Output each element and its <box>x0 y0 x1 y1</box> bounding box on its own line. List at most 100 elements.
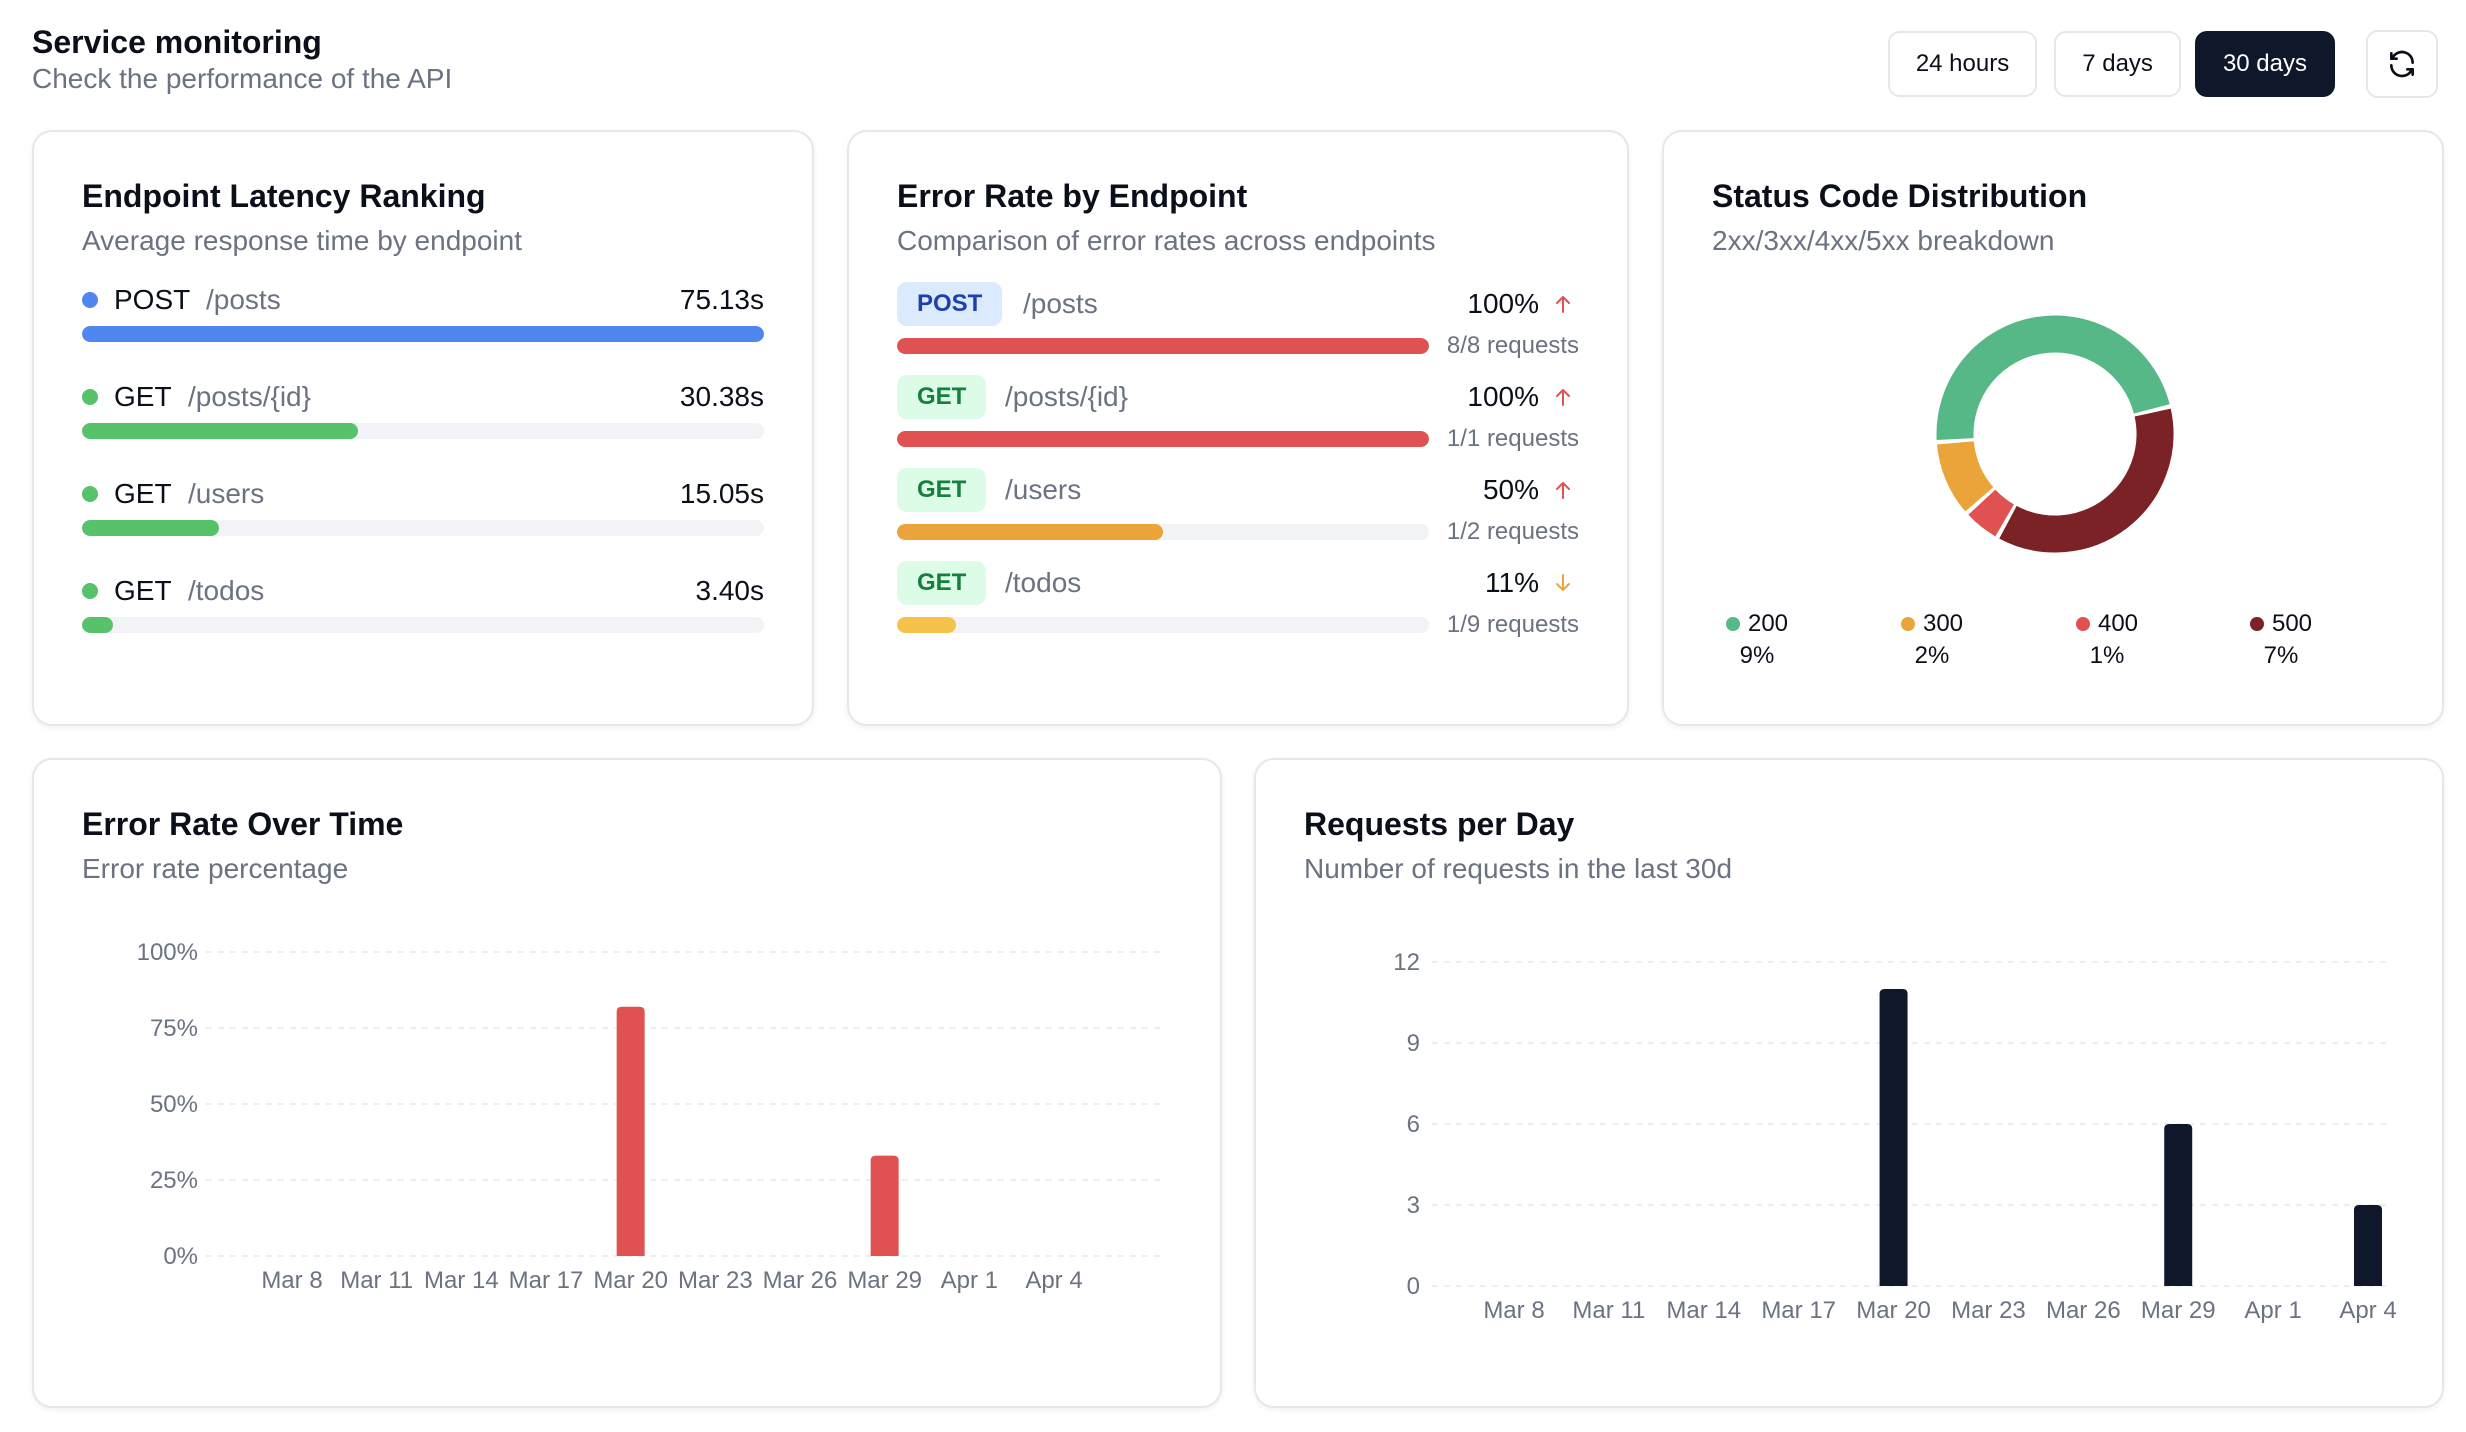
y-tick-label: 9 <box>1407 1030 1420 1057</box>
error-row: GET/todos 11% 1/9 requests <box>897 561 1579 641</box>
latency-ranking-card: Endpoint Latency Ranking Average respons… <box>32 130 814 726</box>
x-tick-label: Apr 4 <box>1025 1267 1082 1294</box>
y-tick-label: 0% <box>163 1243 198 1270</box>
error-bar-track <box>897 431 1429 447</box>
card-subtitle: Error rate percentage <box>82 853 349 884</box>
status-dot-icon <box>82 583 98 599</box>
card-title: Endpoint Latency Ranking <box>82 178 486 214</box>
x-tick-label: Mar 29 <box>847 1267 922 1294</box>
latency-method: GET <box>114 478 172 509</box>
legend-dot-icon <box>2075 617 2090 631</box>
latency-bar-track <box>82 520 764 536</box>
latency-row: POST/posts 75.13s <box>82 280 764 342</box>
error-bar-track <box>897 524 1429 540</box>
range-7-days-button[interactable]: 7 days <box>2054 31 2181 97</box>
x-tick-label: Mar 14 <box>1666 1297 1741 1324</box>
latency-bar-fill <box>82 617 113 633</box>
latency-row: GET/posts/{id} 30.38s <box>82 377 764 439</box>
latency-row: GET/users 15.05s <box>82 474 764 536</box>
error-bar-track <box>897 617 1429 633</box>
error-row: GET/users 50% 1/2 requests <box>897 468 1579 548</box>
error-row: POST/posts 100% 8/8 requests <box>897 282 1579 362</box>
latency-path: /users <box>188 478 265 509</box>
legend-label: 500 <box>2221 608 2341 640</box>
status-donut-chart <box>1936 315 2174 553</box>
error-rate-value: 100% <box>1467 381 1539 412</box>
legend-percent: 9% <box>1739 642 1775 669</box>
legend-code: 300 <box>1922 610 1964 637</box>
latency-row: GET/todos 3.40s <box>82 571 765 633</box>
x-tick-label: Mar 17 <box>1761 1297 1836 1324</box>
x-tick-label: Mar 23 <box>678 1267 753 1294</box>
legend-percent: 2% <box>1914 642 1950 669</box>
requests-bar-chart: 0 3 6 9 12 Mar 8 Mar 11 Mar 14 Mar 17 Mar 20 Mar 2… <box>1393 949 2396 1324</box>
legend-label: 200 <box>1697 608 1817 640</box>
card-subtitle: Comparison of error rates across endpoin… <box>897 225 1436 256</box>
legend-item: 400 1% <box>2047 608 2167 672</box>
y-tick-label: 25% <box>150 1167 198 1194</box>
latency-method: POST <box>114 284 191 315</box>
error-requests: 8/8 requests <box>1446 332 1579 359</box>
bar-mar-20 <box>616 1006 645 1256</box>
bar-mar-20 <box>1879 989 1908 1286</box>
x-tick-label: Mar 14 <box>424 1267 499 1294</box>
latency-bar-track <box>82 617 764 633</box>
card-subtitle: Number of requests in the last 30d <box>1304 853 1733 884</box>
error-requests: 1/2 requests <box>1446 518 1579 545</box>
error-requests: 1/1 requests <box>1446 425 1579 452</box>
error-bar-track <box>897 338 1429 354</box>
error-path: /users <box>1005 474 1082 505</box>
x-tick-label: Mar 8 <box>1483 1297 1544 1324</box>
x-tick-label: Mar 8 <box>261 1267 322 1294</box>
latency-bar-track <box>82 326 764 342</box>
latency-value: 75.13s <box>679 284 764 315</box>
bar-apr-4 <box>2354 1205 2382 1286</box>
range-24-hours-button[interactable]: 24 hours <box>1887 31 2038 97</box>
y-tick-label: 50% <box>150 1091 198 1118</box>
x-tick-label: Mar 23 <box>1951 1297 2026 1324</box>
card-title: Error Rate Over Time <box>82 806 404 842</box>
legend-label: 300 <box>1872 608 1992 640</box>
x-tick-label: Apr 4 <box>2339 1297 2396 1324</box>
latency-value: 3.40s <box>695 575 765 606</box>
error-bar-fill <box>897 338 1429 354</box>
status-dot-icon <box>82 389 98 405</box>
x-tick-label: Apr 1 <box>941 1267 998 1294</box>
refresh-icon <box>2390 50 2414 78</box>
error-requests: 1/9 requests <box>1446 611 1579 638</box>
error-rate-endpoint-card: Error Rate by Endpoint Comparison of err… <box>847 130 1629 726</box>
arrow-up-icon <box>1556 296 1570 313</box>
error-rate-over-time-card: Error Rate Over Time Error rate percenta… <box>32 758 1222 1408</box>
page-header: Service monitoring Check the performance… <box>32 22 452 96</box>
time-range-selector: 24 hours 7 days 30 days <box>1871 30 2438 98</box>
legend-item: 200 9% <box>1697 608 1817 672</box>
latency-bar-fill <box>82 423 358 439</box>
error-path: /posts/{id} <box>1005 381 1128 412</box>
donut-slice-300 <box>1936 440 1994 512</box>
range-30-days-button[interactable]: 30 days <box>2194 31 2335 97</box>
refresh-button[interactable] <box>2366 30 2438 98</box>
status-code-card: Status Code Distribution 2xx/3xx/4xx/5xx… <box>1662 130 2444 726</box>
latency-bar-track <box>82 423 764 439</box>
status-dot-icon <box>82 486 98 502</box>
bar-mar-29 <box>870 1155 899 1256</box>
latency-path: /posts <box>206 284 281 315</box>
latency-path: /todos <box>188 575 265 606</box>
latency-bar-fill <box>82 520 219 536</box>
x-tick-label: Mar 17 <box>509 1267 584 1294</box>
requests-per-day-card: Requests per Day Number of requests in t… <box>1254 758 2444 1408</box>
card-subtitle: 2xx/3xx/4xx/5xx breakdown <box>1712 225 2055 256</box>
card-title: Requests per Day <box>1304 806 1575 842</box>
error-path: /posts <box>1023 288 1098 319</box>
legend-code: 400 <box>2097 610 2139 637</box>
error-bar-fill <box>897 617 956 633</box>
y-tick-label: 100% <box>137 939 198 966</box>
y-tick-label: 75% <box>150 1015 198 1042</box>
status-dot-icon <box>82 292 98 308</box>
latency-method: GET <box>114 381 172 412</box>
method-badge: GET <box>897 561 987 605</box>
legend-dot-icon <box>1900 617 1915 631</box>
error-path: /todos <box>1005 567 1082 598</box>
page-title: Service monitoring <box>32 24 322 60</box>
method-badge: GET <box>897 375 987 419</box>
